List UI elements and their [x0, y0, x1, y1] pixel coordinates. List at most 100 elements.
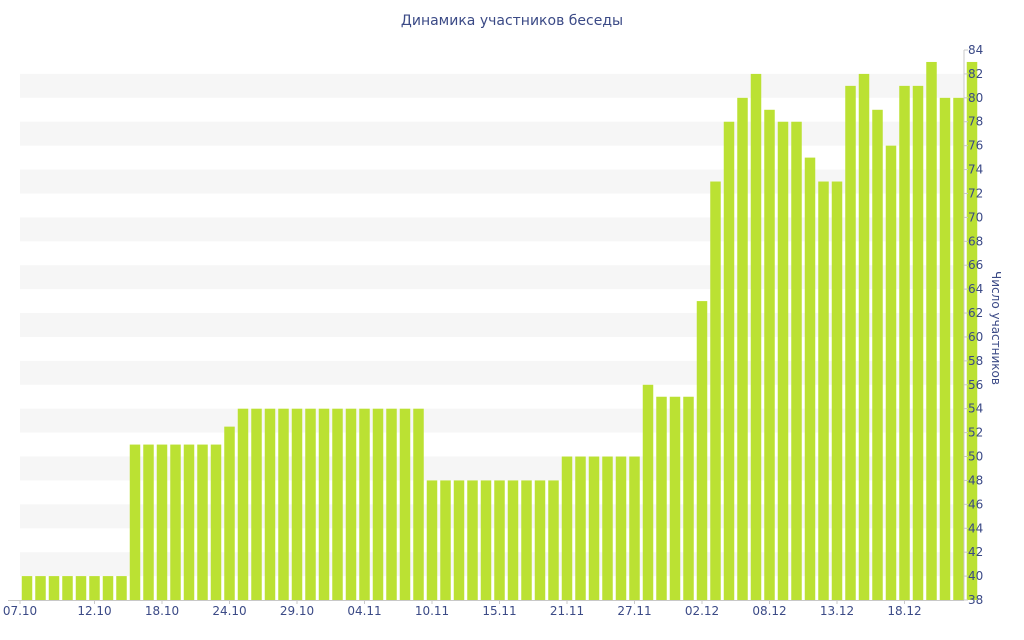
y-tick-label: 54	[968, 402, 983, 416]
bar[interactable]	[507, 480, 519, 600]
bar[interactable]	[494, 480, 505, 600]
bar[interactable]	[224, 426, 235, 600]
bar[interactable]	[156, 444, 168, 600]
x-tick-label: 02.12	[685, 604, 719, 618]
bar[interactable]	[62, 576, 73, 600]
y-tick-label: 38	[968, 593, 983, 607]
bar[interactable]	[750, 73, 762, 600]
bar[interactable]	[305, 408, 316, 600]
bar[interactable]	[48, 576, 60, 600]
bar[interactable]	[872, 109, 883, 600]
y-tick-label: 52	[968, 426, 983, 440]
x-tick-label: 04.11	[347, 604, 381, 618]
bar[interactable]	[89, 576, 100, 600]
bar[interactable]	[791, 121, 802, 601]
bar[interactable]	[170, 444, 181, 600]
y-tick-label: 70	[968, 210, 983, 224]
bar[interactable]	[345, 408, 357, 600]
bar[interactable]	[480, 480, 492, 600]
bar[interactable]	[831, 181, 843, 600]
bar[interactable]	[102, 576, 114, 600]
bar[interactable]	[899, 85, 910, 601]
y-tick-label: 84	[968, 43, 983, 57]
bar[interactable]	[21, 576, 33, 600]
bar[interactable]	[534, 480, 546, 600]
bar[interactable]	[251, 408, 262, 600]
bar[interactable]	[737, 97, 748, 600]
y-axis-label: Число участников	[989, 271, 1003, 385]
y-tick-label: 40	[968, 569, 983, 583]
y-tick-label: 66	[968, 258, 983, 272]
bar[interactable]	[440, 480, 451, 600]
bar[interactable]	[35, 576, 46, 600]
bar[interactable]	[197, 444, 208, 600]
bar[interactable]	[939, 97, 951, 600]
x-tick-label: 08.12	[752, 604, 786, 618]
bar[interactable]	[642, 384, 654, 600]
bar[interactable]	[885, 145, 897, 600]
x-tick-label: 24.10	[212, 604, 246, 618]
bar[interactable]	[413, 408, 424, 600]
bar[interactable]	[912, 85, 924, 601]
bar[interactable]	[966, 61, 978, 600]
bar[interactable]	[561, 456, 573, 600]
bar[interactable]	[804, 157, 816, 601]
x-tick-label: 29.10	[280, 604, 314, 618]
bar[interactable]	[129, 444, 141, 600]
bar[interactable]	[467, 480, 478, 600]
bar[interactable]	[953, 97, 964, 600]
y-tick-label: 60	[968, 330, 983, 344]
bar[interactable]	[845, 85, 856, 601]
bar[interactable]	[656, 396, 667, 600]
bar[interactable]	[372, 408, 384, 600]
x-tick-label: 21.11	[550, 604, 584, 618]
x-tick-label: 15.11	[482, 604, 516, 618]
y-tick-label: 82	[968, 67, 983, 81]
bar[interactable]	[683, 396, 694, 600]
bar[interactable]	[588, 456, 600, 600]
bar[interactable]	[237, 408, 249, 600]
bar[interactable]	[669, 396, 681, 600]
bar[interactable]	[926, 61, 937, 600]
bar[interactable]	[143, 444, 154, 600]
bar[interactable]	[818, 181, 829, 600]
y-tick-label: 68	[968, 234, 983, 248]
x-tick-label: 27.11	[617, 604, 651, 618]
bar[interactable]	[696, 301, 708, 600]
y-tick-label: 64	[968, 282, 983, 296]
bar[interactable]	[629, 456, 640, 600]
bar[interactable]	[386, 408, 397, 600]
bar[interactable]	[723, 121, 735, 601]
y-tick-label: 46	[968, 497, 983, 511]
bar[interactable]	[116, 576, 127, 600]
bar[interactable]	[318, 408, 330, 600]
bar[interactable]	[710, 181, 721, 600]
bar[interactable]	[183, 444, 195, 600]
bar[interactable]	[575, 456, 586, 600]
bar[interactable]	[291, 408, 303, 600]
bar[interactable]	[777, 121, 789, 601]
bar[interactable]	[264, 408, 276, 600]
bar[interactable]	[602, 456, 613, 600]
bar[interactable]	[75, 576, 87, 600]
bar[interactable]	[399, 408, 411, 600]
bar[interactable]	[426, 480, 438, 600]
bar[interactable]	[858, 73, 870, 600]
bar[interactable]	[615, 456, 627, 600]
bar[interactable]	[359, 408, 370, 600]
y-tick-label: 80	[968, 91, 983, 105]
y-tick-label: 50	[968, 450, 983, 464]
bar[interactable]	[548, 480, 559, 600]
bar[interactable]	[210, 444, 222, 600]
bar[interactable]	[764, 109, 775, 600]
x-axis: 07.10 12.10 18.10 24.10 29.10 04.11 10.11 15.11…	[3, 600, 964, 618]
y-tick-label: 76	[968, 139, 983, 153]
y-tick-label: 56	[968, 378, 983, 392]
bar[interactable]	[332, 408, 343, 600]
y-tick-label: 42	[968, 545, 983, 559]
bar[interactable]	[521, 480, 532, 600]
bar[interactable]	[453, 480, 465, 600]
bars	[21, 61, 978, 601]
bar[interactable]	[278, 408, 289, 600]
